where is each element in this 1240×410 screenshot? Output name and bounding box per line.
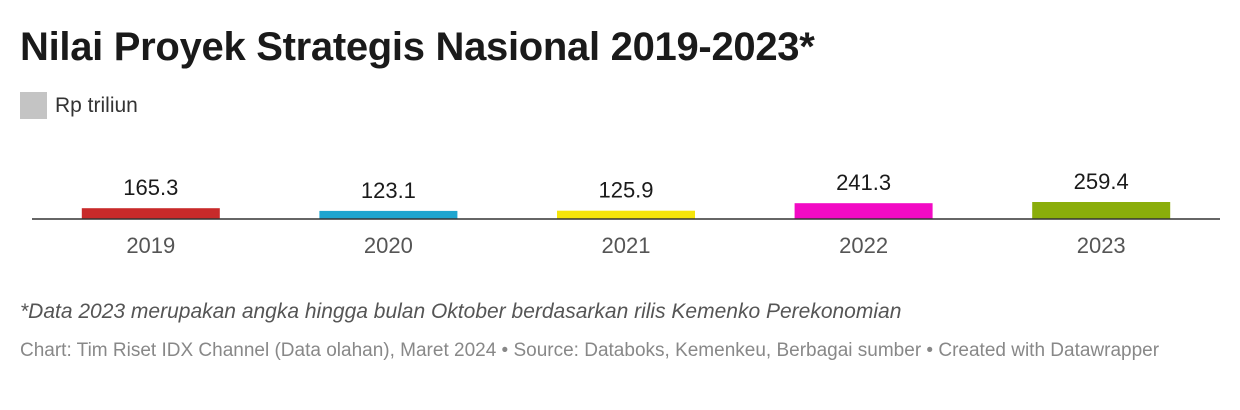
tick-label-2019: 2019 bbox=[126, 233, 175, 258]
value-labels-group: 165.3 123.1 125.9 241.3 259.4 bbox=[123, 169, 1128, 203]
credits: Chart: Tim Riset IDX Channel (Data olaha… bbox=[20, 340, 1160, 361]
legend-label: Rp triliun bbox=[55, 93, 138, 117]
value-label-2023: 259.4 bbox=[1074, 169, 1129, 194]
bar-chart: 165.3 123.1 125.9 241.3 259.4 2019 2020 2021 20… bbox=[32, 169, 1220, 258]
tick-label-2020: 2020 bbox=[364, 233, 413, 258]
legend-swatch bbox=[20, 92, 47, 119]
value-label-2022: 241.3 bbox=[836, 170, 891, 195]
bar-2020 bbox=[319, 210, 458, 219]
bars-group bbox=[81, 202, 1171, 219]
footnote: *Data 2023 merupakan angka hingga bulan … bbox=[20, 300, 902, 323]
tick-label-2023: 2023 bbox=[1077, 233, 1126, 258]
value-label-2020: 123.1 bbox=[361, 178, 416, 203]
tick-label-2021: 2021 bbox=[602, 233, 651, 258]
chart-title: Nilai Proyek Strategis Nasional 2019-202… bbox=[20, 25, 815, 69]
bar-2021 bbox=[557, 210, 695, 219]
value-label-2019: 165.3 bbox=[123, 175, 178, 200]
bar-2019 bbox=[81, 208, 220, 219]
x-tick-labels-group: 2019 2020 2021 2022 2023 bbox=[126, 233, 1125, 258]
tick-label-2022: 2022 bbox=[839, 233, 888, 258]
bar-2022 bbox=[794, 203, 933, 219]
bar-2023 bbox=[1032, 202, 1171, 219]
legend: Rp triliun bbox=[20, 92, 138, 119]
value-label-2021: 125.9 bbox=[598, 178, 653, 203]
